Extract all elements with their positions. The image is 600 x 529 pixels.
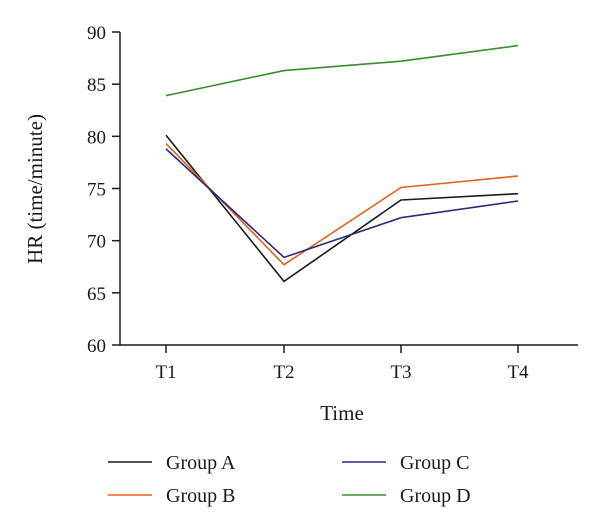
plot-area: 60 65 70 75 80 85 90 T1 T2 T3 T4 <box>87 23 578 383</box>
y-tick-label: 75 <box>87 180 106 201</box>
y-axis-ticks: 60 65 70 75 80 85 90 <box>87 23 120 357</box>
y-tick-label: 70 <box>87 232 106 253</box>
x-tick-label: T4 <box>507 362 529 383</box>
legend-label: Group C <box>400 452 469 474</box>
legend-label: Group A <box>166 452 236 474</box>
x-axis-title: Time <box>320 401 364 425</box>
series-line-group-c <box>165 148 519 259</box>
x-tick-label: T3 <box>390 362 411 383</box>
legend-label: Group B <box>166 485 235 507</box>
series-lines <box>165 44 519 283</box>
x-tick-label: T2 <box>273 362 294 383</box>
y-tick-label: 80 <box>87 127 106 148</box>
y-tick-label: 85 <box>87 75 106 96</box>
legend: Group A Group B Group C Group D <box>108 452 471 507</box>
x-axis-ticks: T1 T2 T3 T4 <box>155 345 529 383</box>
x-tick-label: T1 <box>155 362 176 383</box>
series-line-group-b <box>165 143 519 266</box>
series-line-group-a <box>165 134 519 283</box>
legend-label: Group D <box>400 485 471 507</box>
y-axis-title: HR (time/minute) <box>23 114 47 264</box>
series-line-group-d <box>165 44 519 97</box>
y-tick-label: 90 <box>87 23 106 44</box>
y-tick-label: 60 <box>87 336 106 357</box>
y-tick-label: 65 <box>87 284 106 305</box>
